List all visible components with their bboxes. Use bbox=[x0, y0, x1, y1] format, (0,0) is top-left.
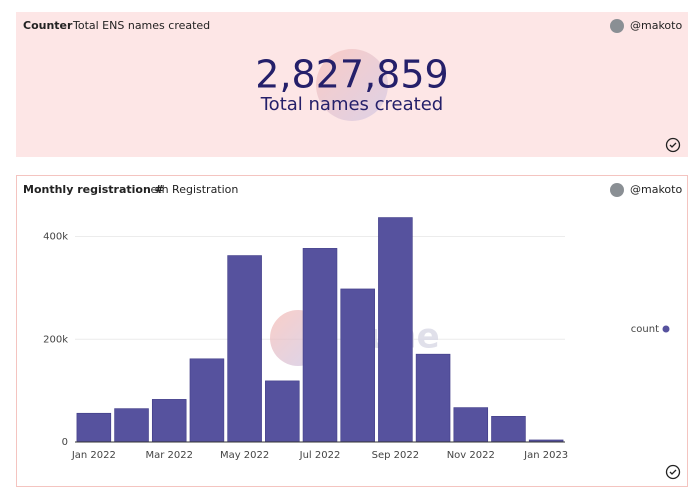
check-icon[interactable] bbox=[665, 464, 681, 480]
y-tick-label: 400k bbox=[43, 232, 68, 243]
counter-value: 2,827,859 bbox=[255, 53, 448, 97]
x-tick-label: Jul 2022 bbox=[299, 450, 341, 461]
y-tick-label: 200k bbox=[43, 334, 68, 345]
bar bbox=[415, 353, 451, 443]
x-tick-label: Nov 2022 bbox=[447, 450, 495, 461]
bar bbox=[265, 380, 300, 443]
bar bbox=[227, 255, 262, 443]
bar bbox=[378, 217, 413, 443]
legend-label: count bbox=[631, 324, 659, 335]
panel-subtitle: Total ENS names created bbox=[72, 19, 210, 32]
bar bbox=[76, 412, 112, 443]
bar bbox=[340, 288, 375, 443]
avatar[interactable] bbox=[610, 183, 624, 197]
check-mark bbox=[669, 469, 677, 475]
bar bbox=[189, 358, 225, 443]
x-tick-label: Jan 2023 bbox=[523, 450, 568, 461]
panel-title: Monthly registration # bbox=[23, 183, 164, 196]
author[interactable]: @makoto bbox=[630, 19, 682, 32]
bar bbox=[114, 408, 149, 443]
legend-swatch bbox=[662, 325, 670, 333]
y-tick-label: 0 bbox=[62, 437, 68, 448]
x-tick-label: May 2022 bbox=[220, 450, 269, 461]
author[interactable]: @makoto bbox=[630, 183, 682, 196]
x-tick-label: Jan 2022 bbox=[71, 450, 116, 461]
logo-watermark bbox=[316, 49, 388, 121]
counter-caption: Total names created bbox=[260, 94, 443, 115]
panel-subtitle: .eth Registration bbox=[147, 183, 238, 196]
bar bbox=[151, 399, 187, 443]
x-tick-label: Sep 2022 bbox=[372, 450, 419, 461]
check-mark bbox=[669, 142, 677, 148]
bar bbox=[302, 248, 338, 443]
avatar[interactable] bbox=[610, 19, 624, 33]
x-tick-label: Mar 2022 bbox=[145, 450, 193, 461]
panel-title: Counter bbox=[23, 19, 73, 32]
bar bbox=[491, 416, 526, 443]
bar bbox=[453, 407, 489, 443]
check-icon[interactable] bbox=[665, 137, 681, 153]
